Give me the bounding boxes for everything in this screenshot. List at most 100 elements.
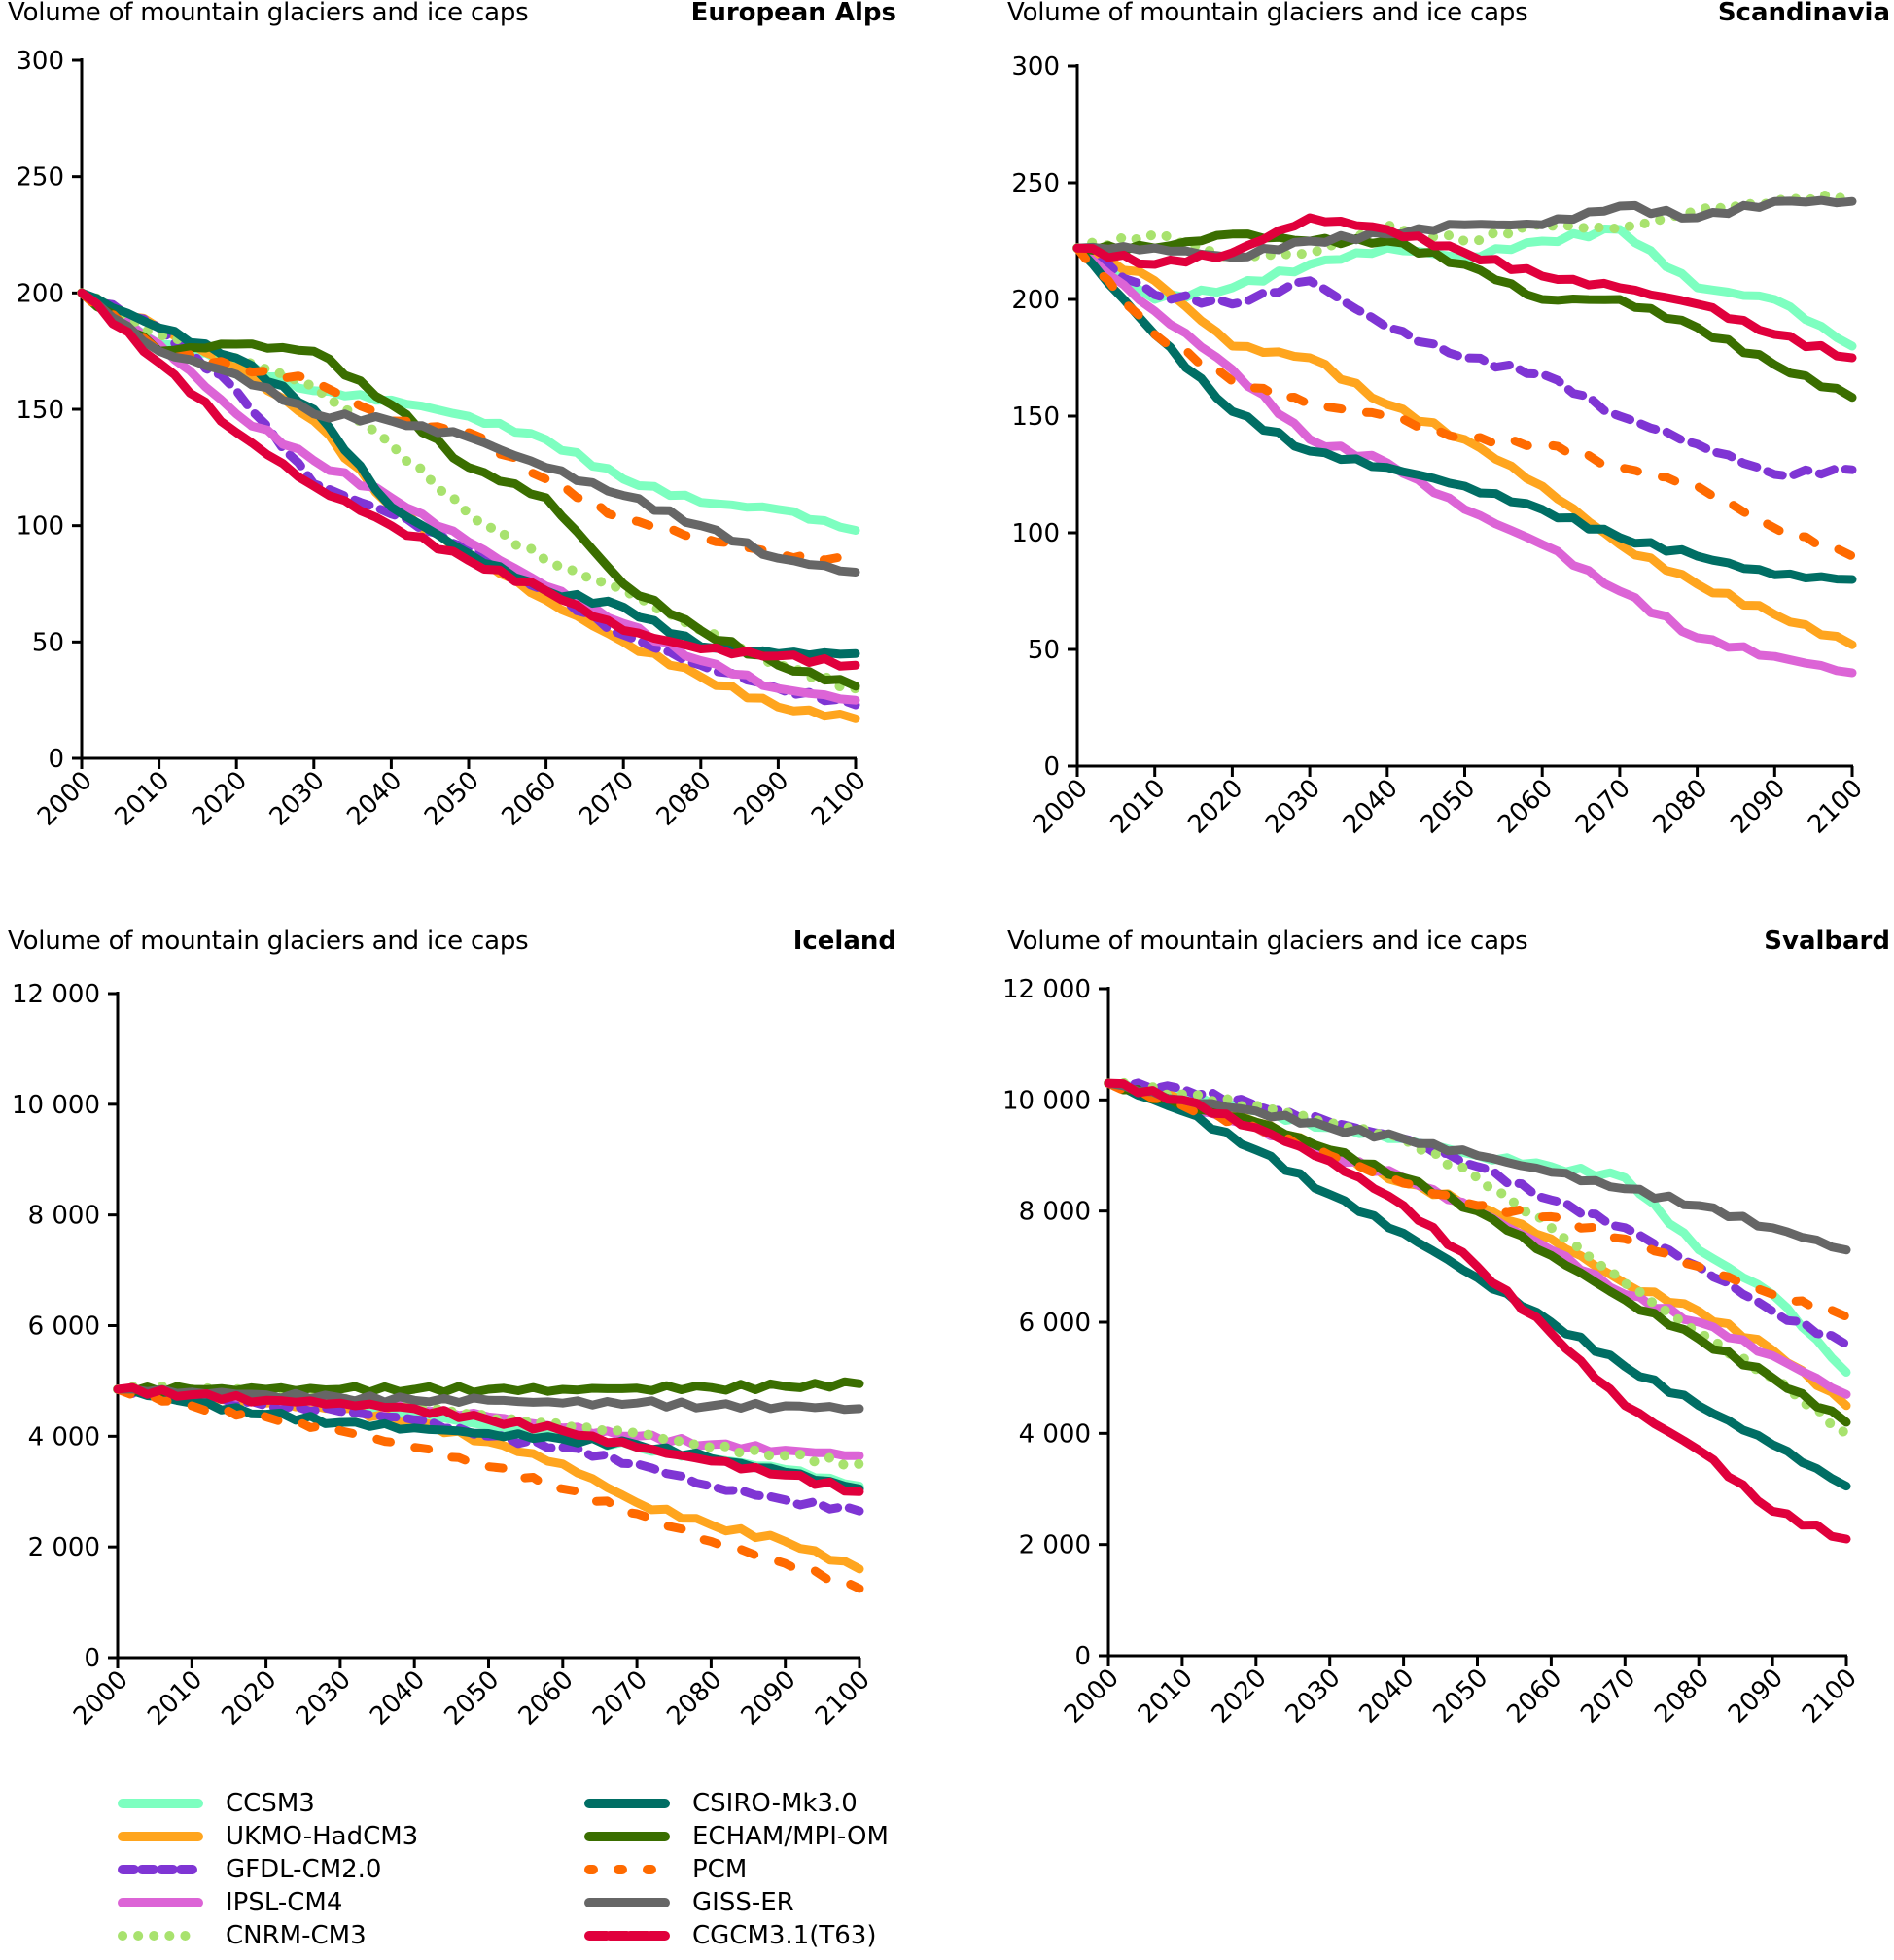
x-tick-label: 2010 (142, 1665, 208, 1732)
y-tick-label: 12 000 (1002, 975, 1091, 1004)
panel-region: European Alps (690, 0, 896, 27)
x-tick-label: 2080 (1649, 1663, 1715, 1730)
x-tick-label: 2100 (1797, 1663, 1863, 1730)
legend-swatch (118, 1931, 203, 1941)
legend-swatch (118, 1799, 203, 1808)
panel-region: Iceland (792, 927, 896, 956)
panel-title: Volume of mountain glaciers and ice caps (8, 0, 529, 27)
series-line-csiro-mk3-0 (1072, 243, 1857, 584)
y-tick-label: 150 (1011, 402, 1060, 432)
x-tick-label: 2000 (32, 766, 98, 832)
x-tick-label: 2080 (1648, 774, 1714, 840)
legend-item: PCM (583, 1853, 747, 1886)
x-tick-label: 2020 (217, 1665, 283, 1732)
y-tick-label: 100 (1011, 519, 1060, 548)
y-tick-label: 0 (84, 1644, 100, 1673)
panel-region: Scandinavia (1717, 0, 1890, 27)
x-tick-label: 2020 (187, 766, 253, 832)
legend-label: UKMO-HadCM3 (226, 1822, 419, 1851)
legend-item: CSIRO-Mk3.0 (583, 1787, 858, 1820)
x-tick-label: 2010 (110, 766, 176, 832)
legend-item: IPSL-CM4 (117, 1886, 342, 1919)
chart-2: 0 2 000 4 000 6 000 8 000 10 000 12 000 2000 201… (12, 980, 876, 1732)
series-line-ipsl-cm4 (77, 288, 860, 705)
series-line-ukmo-hadcm3 (1072, 243, 1857, 649)
chart-3: 0 2 000 4 000 6 000 8 000 10 000 12 000 2000 201… (1002, 975, 1863, 1730)
x-tick-label: 2000 (1028, 774, 1094, 840)
legend-label: GFDL-CM2.0 (226, 1855, 382, 1884)
x-tick-label: 2090 (728, 766, 794, 832)
legend-item: ECHAM/MPI-OM (583, 1820, 889, 1853)
series-line-csiro-mk3-0 (1104, 1078, 1851, 1491)
x-tick-label: 2000 (68, 1665, 134, 1732)
legend-label: CSIRO-Mk3.0 (692, 1789, 858, 1818)
series-line-pcm (113, 1384, 864, 1593)
x-tick-label: 2030 (1280, 1663, 1347, 1730)
y-tick-label: 0 (48, 745, 64, 774)
y-tick-label: 300 (16, 47, 64, 76)
panel-title: Volume of mountain glaciers and ice caps (1007, 927, 1528, 956)
legend-label: CNRM-CM3 (226, 1921, 367, 1950)
x-tick-label: 2030 (264, 766, 331, 832)
panel-title: Volume of mountain glaciers and ice caps (1007, 0, 1528, 27)
legend-label: GISS-ER (692, 1888, 794, 1917)
legend-label: PCM (692, 1855, 748, 1884)
y-tick-label: 250 (16, 163, 64, 192)
legend-swatch (584, 1832, 670, 1841)
x-tick-label: 2010 (1105, 774, 1172, 840)
legend-item: GISS-ER (583, 1886, 794, 1919)
legend: CCSM3 UKMO-HadCM3 GFDL-CM2.0 IPSL-CM4 CNRM-C… (117, 1787, 992, 1960)
y-tick-label: 2 000 (28, 1533, 100, 1562)
legend-item: GFDL-CM2.0 (117, 1853, 381, 1886)
y-tick-label: 10 000 (1002, 1086, 1091, 1115)
y-tick-label: 50 (1028, 636, 1060, 665)
x-tick-label: 2040 (1338, 774, 1404, 840)
series-line-cnrm-cm3 (1072, 189, 1857, 262)
x-tick-label: 2010 (1133, 1663, 1199, 1730)
legend-label: CCSM3 (226, 1789, 315, 1818)
legend-swatch (584, 1799, 670, 1808)
y-tick-label: 8 000 (28, 1202, 100, 1231)
x-tick-label: 2100 (806, 766, 872, 832)
y-tick-label: 150 (16, 396, 64, 425)
y-tick-label: 10 000 (12, 1091, 100, 1120)
x-tick-label: 2050 (419, 766, 485, 832)
x-tick-label: 2050 (1415, 774, 1481, 840)
x-tick-label: 2070 (1575, 1663, 1641, 1730)
y-tick-label: 12 000 (12, 980, 100, 1009)
x-tick-label: 2030 (291, 1665, 357, 1732)
series-line-echam-mpi-om (77, 288, 860, 691)
x-tick-label: 2040 (365, 1665, 431, 1732)
legend-item: CGCM3.1(T63) (583, 1919, 877, 1952)
legend-swatch (118, 1865, 203, 1874)
x-tick-label: 2090 (736, 1665, 802, 1732)
legend-swatch (118, 1832, 203, 1841)
x-tick-label: 2020 (1182, 774, 1248, 840)
x-tick-label: 2060 (497, 766, 563, 832)
y-tick-label: 6 000 (1019, 1309, 1091, 1338)
y-tick-label: 0 (1043, 752, 1060, 782)
x-tick-label: 2100 (810, 1665, 876, 1732)
legend-label: IPSL-CM4 (226, 1888, 343, 1917)
y-tick-label: 250 (1011, 169, 1060, 198)
x-tick-label: 2070 (587, 1665, 653, 1732)
x-tick-label: 2030 (1260, 774, 1326, 840)
series-line-gfdl-cm2-0 (1104, 1078, 1851, 1349)
y-tick-label: 300 (1011, 52, 1060, 82)
y-tick-label: 2 000 (1019, 1531, 1091, 1560)
legend-item: UKMO-HadCM3 (117, 1820, 418, 1853)
series-line-cgcm3-1-t63- (113, 1382, 864, 1496)
series-line-gfdl-cm2-0 (1072, 243, 1857, 481)
legend-swatch (584, 1865, 670, 1874)
x-tick-label: 2060 (513, 1665, 579, 1732)
legend-label: CGCM3.1(T63) (692, 1921, 877, 1950)
x-tick-label: 2040 (341, 766, 407, 832)
series-line-cnrm-cm3 (1104, 1077, 1851, 1439)
legend-swatch (584, 1931, 670, 1941)
series-line-giss-er (1104, 1078, 1851, 1255)
x-tick-label: 2080 (651, 766, 718, 832)
x-tick-label: 2040 (1354, 1663, 1420, 1730)
